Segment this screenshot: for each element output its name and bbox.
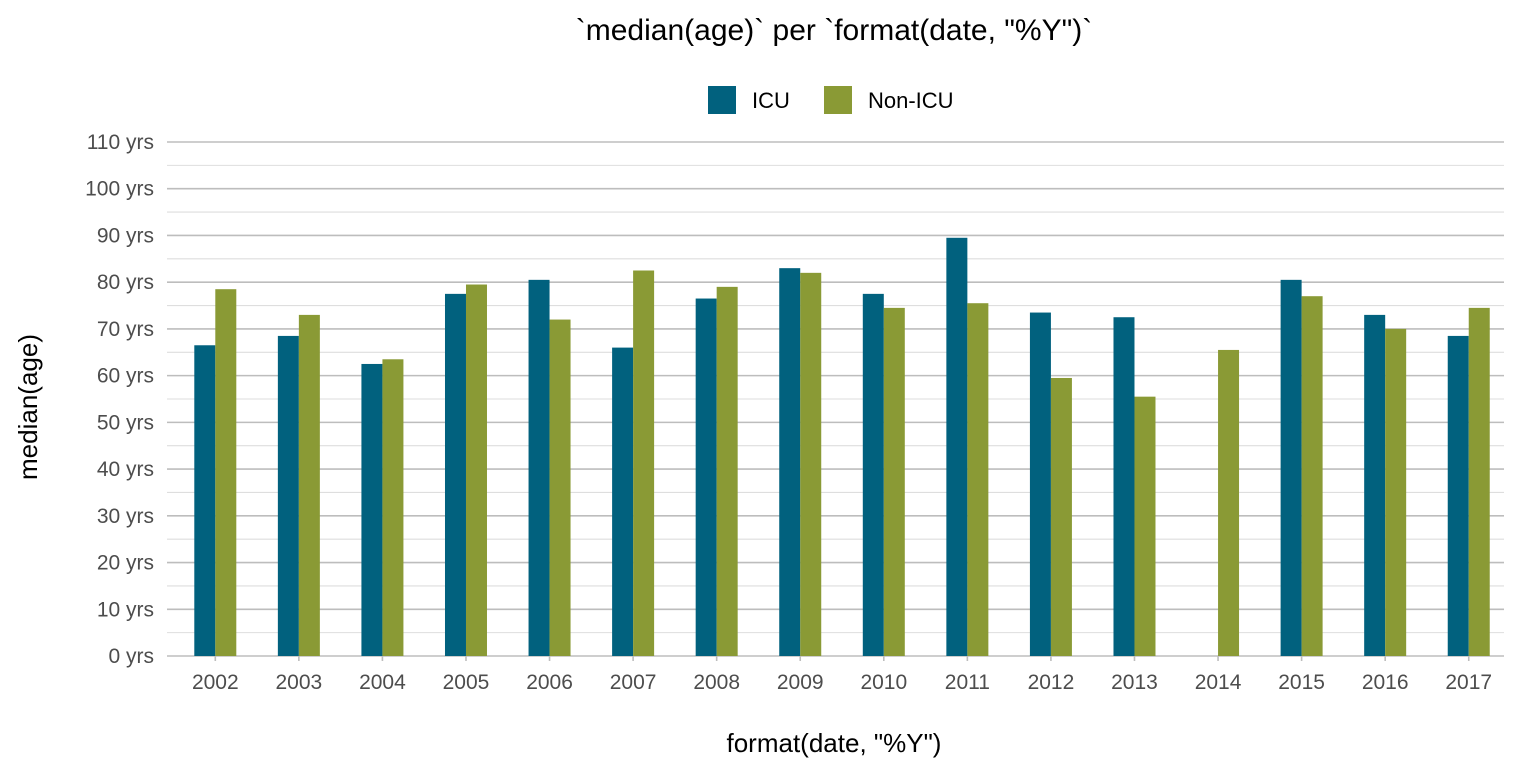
y-tick-label: 40 yrs: [97, 458, 154, 481]
x-tick-label: 2002: [192, 671, 239, 694]
bar-non-icu-2009: [800, 272, 822, 656]
x-tick-label: 2015: [1278, 671, 1325, 694]
bar-non-icu-2011: [967, 303, 989, 656]
x-tick-label: 2007: [610, 671, 657, 694]
x-tick-label: 2006: [526, 671, 573, 694]
x-tick-label: 2016: [1362, 671, 1409, 694]
y-tick-label: 10 yrs: [97, 598, 154, 621]
bar-non-icu-2015: [1301, 296, 1323, 656]
x-tick-label: 2011: [945, 671, 990, 694]
x-tick-label: 2008: [693, 671, 740, 694]
bar-icu-2002: [194, 345, 216, 656]
bar-icu-2009: [779, 268, 801, 656]
x-tick-label: 2014: [1195, 671, 1242, 694]
x-tick-label: 2003: [276, 671, 323, 694]
bar-icu-2015: [1280, 279, 1302, 656]
bar-non-icu-2004: [382, 359, 404, 656]
bar-icu-2006: [528, 279, 550, 656]
x-tick-label: 2010: [860, 671, 907, 694]
x-tick-label: 2004: [359, 671, 406, 694]
x-axis-ticks: 2002 2003 2004 2005 2006 2007 2008 2009 2010 2011…: [192, 656, 1492, 694]
bar-icu-2003: [277, 335, 299, 656]
bar-non-icu-2003: [298, 314, 320, 656]
bar-non-icu-2016: [1385, 328, 1407, 656]
bar-icu-2005: [444, 293, 466, 656]
y-tick-label: 60 yrs: [97, 365, 154, 388]
bar-icu-2007: [612, 347, 634, 656]
bar-non-icu-2006: [549, 319, 571, 656]
bar-icu-2016: [1364, 314, 1386, 656]
chart-title: `median(age)` per `format(date, "%Y")`: [576, 14, 1092, 47]
x-tick-label: 2005: [443, 671, 490, 694]
bar-non-icu-2012: [1050, 377, 1072, 656]
x-tick-label: 2012: [1028, 671, 1075, 694]
bar-non-icu-2008: [716, 286, 738, 656]
y-tick-label: 30 yrs: [97, 505, 154, 528]
bar-non-icu-2010: [883, 307, 905, 656]
legend-label: Non-ICU: [868, 88, 954, 113]
y-tick-label: 0 yrs: [108, 645, 154, 668]
x-tick-label: 2009: [777, 671, 824, 694]
bar-non-icu-2007: [633, 270, 655, 656]
y-tick-label: 50 yrs: [97, 411, 154, 434]
bar-icu-2004: [361, 363, 383, 656]
x-axis-title: format(date, "%Y"): [727, 728, 942, 758]
y-tick-label: 80 yrs: [97, 271, 154, 294]
legend-swatch-icu: [708, 86, 736, 114]
y-tick-label: 90 yrs: [97, 224, 154, 247]
legend-label: ICU: [752, 88, 790, 113]
bar-non-icu-2002: [215, 289, 237, 656]
bar-icu-2011: [946, 237, 968, 657]
bar-icu-2017: [1447, 335, 1469, 656]
y-tick-label: 70 yrs: [97, 318, 154, 341]
y-tick-label: 110 yrs: [87, 131, 154, 154]
x-tick-label: 2017: [1445, 671, 1492, 694]
bar-non-icu-2013: [1134, 396, 1156, 656]
y-tick-label: 20 yrs: [97, 552, 154, 575]
bar-icu-2008: [695, 298, 717, 656]
y-tick-label: 100 yrs: [85, 178, 154, 201]
y-axis-ticks: 0 yrs 10 yrs 20 yrs 30 yrs 40 yrs 50 yrs 60 yr…: [85, 131, 154, 668]
y-axis-title: median(age): [13, 334, 43, 480]
legend-swatch-non-icu: [824, 86, 852, 114]
bar-non-icu-2014: [1218, 349, 1240, 656]
bar-non-icu-2005: [465, 284, 487, 656]
legend: ICU Non-ICU: [708, 86, 954, 114]
bar-icu-2010: [862, 293, 884, 656]
bar-icu-2012: [1029, 312, 1051, 656]
bars: [194, 237, 1490, 657]
bar-icu-2013: [1113, 317, 1135, 656]
bar-non-icu-2017: [1468, 307, 1490, 656]
x-tick-label: 2013: [1111, 671, 1158, 694]
